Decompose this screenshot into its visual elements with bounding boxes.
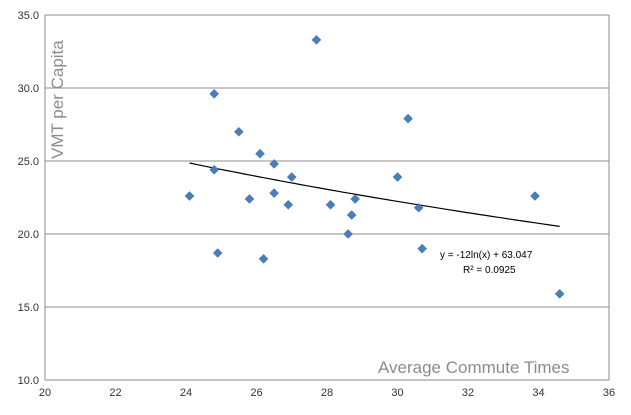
x-tick-label: 36 [603,387,615,399]
data-point [403,113,413,124]
data-point [209,164,220,175]
trendline [189,162,560,227]
y-tick-label: 10.0 [18,375,39,387]
y-tick-label: 20.0 [18,229,39,241]
x-tick-label: 24 [180,387,192,399]
r-squared-label: R² = 0.0925 [463,265,516,276]
data-point [530,191,540,201]
gridlines [44,14,610,381]
y-tick-label: 25.0 [18,156,39,168]
x-tick-label: 34 [532,387,544,399]
data-point [417,243,428,254]
x-tick-label: 22 [109,387,121,399]
data-point [184,191,195,201]
x-tick-label: 28 [321,387,333,399]
data-point [209,88,220,99]
data-point [554,289,565,299]
data-point [269,159,279,169]
data-point [413,202,424,213]
data-point [286,172,297,182]
data-point [346,210,357,220]
x-tick-label: 26 [250,387,262,399]
x-tick-label: 32 [462,387,474,399]
y-axis-title: VMT per Capita [48,40,67,159]
data-point [269,188,279,198]
data-point [244,194,255,204]
data-point [283,199,294,210]
data-point [343,229,354,239]
data-point [234,126,244,137]
x-tick-label: 30 [391,387,403,399]
y-tick-labels: 10.0 15.0 20.0 25.0 30.0 35.0 [18,10,39,387]
x-tick-label: 20 [39,387,51,399]
data-point [255,148,265,159]
trendline-equation: y = -12ln(x) + 63.047 [440,250,533,261]
y-tick-label: 30.0 [18,83,39,95]
data-point [311,34,322,45]
x-axis-title: Average Commute Times [378,358,569,377]
y-tick-label: 15.0 [18,302,39,314]
y-tick-label: 35.0 [18,10,39,22]
data-point [212,248,223,258]
data-point [350,194,361,204]
data-point [392,172,403,182]
data-point [258,253,269,264]
data-points [184,34,565,299]
x-tick-labels: 20 22 24 26 28 30 32 34 36 [39,387,615,399]
data-point [325,199,336,210]
